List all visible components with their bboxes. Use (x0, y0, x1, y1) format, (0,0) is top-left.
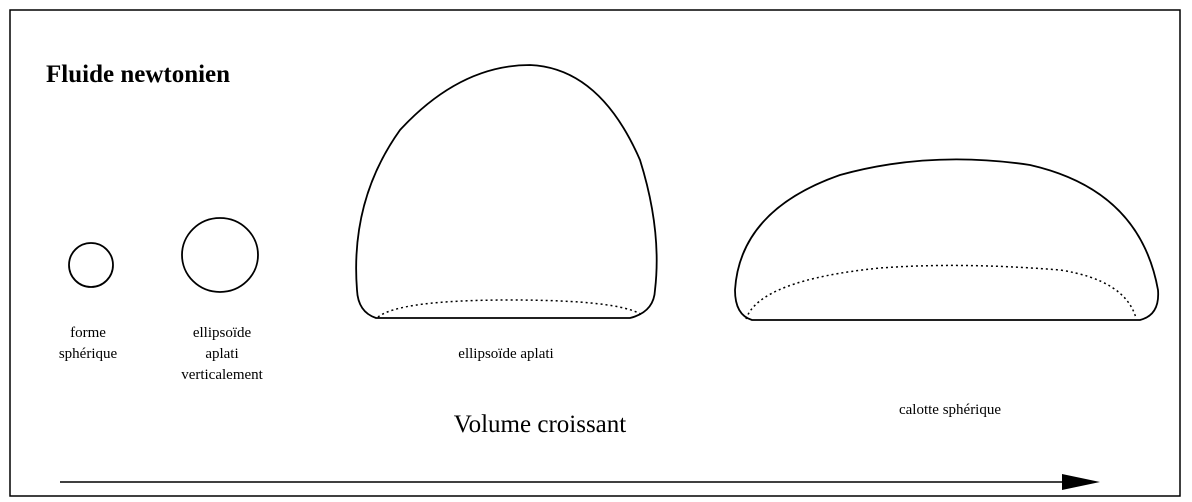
title: Fluide newtonien (46, 61, 230, 88)
frame (9, 9, 1181, 497)
cap-dotted (745, 264, 1137, 320)
base-dotted (377, 299, 643, 318)
arrow-head (1062, 474, 1100, 490)
ellipsoid-vertical (181, 217, 259, 293)
shape-label: ellipsoïde aplati verticalement (181, 325, 263, 383)
ellipsoid-flat (355, 64, 658, 319)
spherical-cap (734, 158, 1160, 321)
arrow-label: Volume croissant (454, 411, 626, 438)
shape-label: forme sphérique (59, 325, 118, 362)
shape-label: calotte sphérique (899, 402, 1001, 418)
shape-label: ellipsoïde aplati (458, 346, 553, 362)
sphere (68, 242, 114, 288)
